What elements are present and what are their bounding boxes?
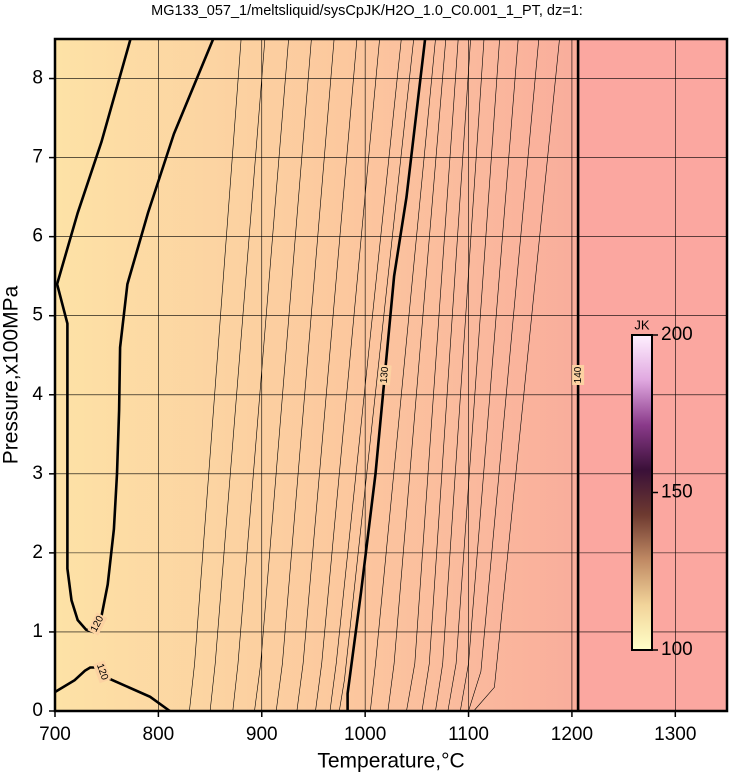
contour-line	[189, 38, 242, 712]
y-tick-label: 3	[32, 463, 43, 484]
colorbar-tick-label: 100	[661, 639, 693, 660]
contour-line	[339, 38, 414, 712]
contour-line	[406, 38, 459, 712]
chart-title: MG133_057_1/meltsliquid/sysCpJK/H2O_1.0_…	[151, 3, 583, 19]
contour-label: 140	[573, 366, 584, 383]
x-tick-label: 1300	[654, 724, 696, 745]
colorbar-label: JK	[634, 317, 650, 332]
y-tick-label: 8	[32, 68, 43, 89]
x-tick-label: 800	[143, 724, 175, 745]
y-tick-label: 7	[32, 147, 43, 168]
plot-frame	[53, 37, 729, 713]
y-axis-label: Pressure,x100MPa	[0, 285, 23, 464]
x-tick-label: 900	[246, 724, 278, 745]
x-tick-label: 1200	[551, 724, 593, 745]
contour-line	[346, 38, 427, 711]
contour-label: 120	[94, 662, 110, 682]
y-tick-label: 2	[32, 542, 43, 563]
contour-line	[435, 38, 485, 712]
contour-line	[329, 38, 402, 712]
contour-label-group: 120	[93, 660, 112, 684]
y-tick-label: 4	[32, 384, 43, 405]
contour-line	[209, 38, 266, 712]
x-tick-label: 1100	[448, 724, 489, 745]
contour-label-bg	[87, 612, 108, 636]
contour-line	[421, 38, 471, 712]
y-tick-label: 5	[32, 305, 43, 326]
x-tick-label: 1000	[344, 724, 386, 745]
x-axis-label: Temperature,°C	[317, 750, 464, 773]
y-tick-label: 1	[32, 621, 43, 642]
contour-line	[468, 38, 540, 712]
contour-line	[296, 38, 358, 712]
contour-line	[387, 38, 447, 712]
contour-label-bg	[93, 660, 112, 684]
contour-line	[275, 38, 335, 712]
y-tick-label: 0	[32, 700, 43, 721]
contour-line	[315, 38, 380, 712]
contour-label-group: 140	[572, 365, 585, 385]
contour-line	[473, 38, 560, 712]
contour-label-bg	[572, 365, 585, 385]
contour-line	[447, 38, 500, 712]
colorbar-tick-label: 200	[661, 324, 693, 345]
contour-label-bg	[377, 364, 392, 386]
contour-line	[370, 38, 436, 712]
contour-line	[460, 38, 519, 712]
y-tick-label: 6	[32, 226, 43, 247]
contour-line	[232, 38, 289, 712]
contour-label-group: 130	[377, 364, 392, 386]
colorbar	[631, 334, 653, 651]
colorbar-tick-label: 150	[661, 482, 693, 503]
contour-line	[254, 38, 312, 712]
contour-label: 130	[379, 366, 392, 384]
x-tick-label: 700	[39, 724, 71, 745]
